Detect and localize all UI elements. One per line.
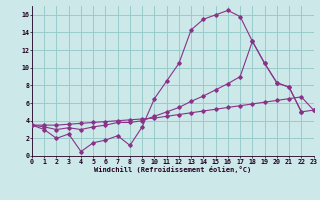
X-axis label: Windchill (Refroidissement éolien,°C): Windchill (Refroidissement éolien,°C) <box>94 166 252 173</box>
